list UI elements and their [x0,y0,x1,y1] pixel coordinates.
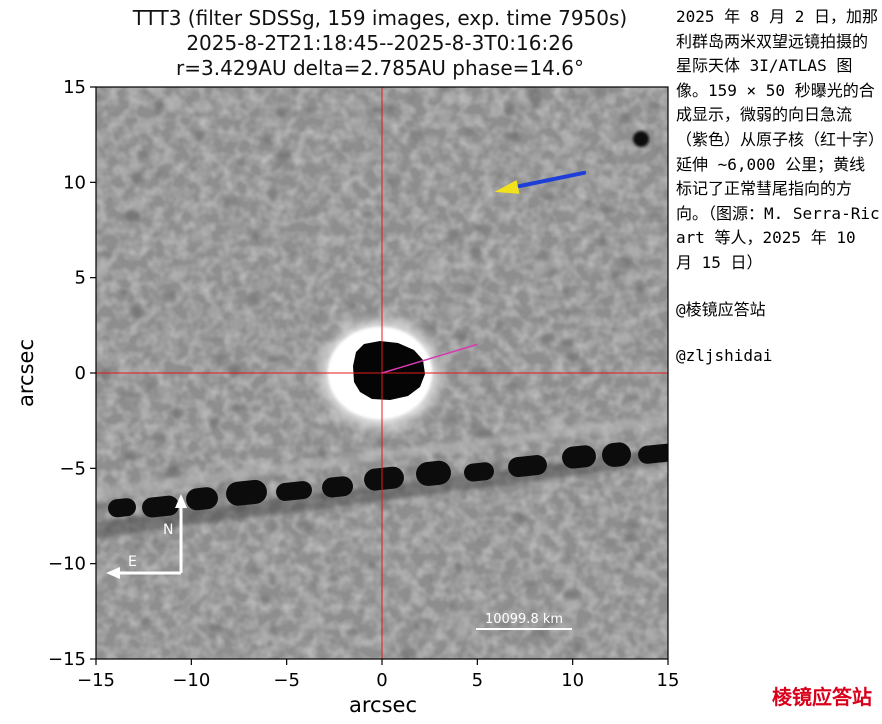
y-tick-label: −5 [59,458,86,479]
scale-bar: 10099.8 km [476,612,572,630]
x-tick-label: 10 [561,670,584,691]
x-tick-label: 15 [657,670,680,691]
scale-bar-label: 10099.8 km [485,612,563,627]
antisunward-jet-line [381,343,478,374]
east-label: E [128,554,137,570]
x-tick-label: −10 [172,670,210,691]
y-tick-label: 10 [63,172,86,193]
field-star [633,131,649,147]
star-trail [108,442,668,518]
y-tick-label: 0 [75,363,86,384]
x-tick-label: 5 [472,670,483,691]
caption-credit-1: @棱镜应答站 [676,299,766,319]
east-arrow-icon [106,567,120,579]
x-axis-label: arcsec [349,693,417,717]
blue-arrow-icon [517,170,587,189]
x-tick-label: 0 [376,670,387,691]
y-tick-label: −10 [48,554,86,575]
caption-credit-2: @zljshidai [676,346,773,366]
caption-description: 2025 年 8 月 2 日，加那利群岛两米双望远镜拍摄的星际天体 3I/ATL… [676,7,880,272]
y-axis-label: arcsec [14,339,38,407]
north-arrow-icon [175,494,187,508]
title-line-2: 2025-8-2T21:18:45--2025-8-3T0:16:26 [186,31,574,55]
title-line-3: r=3.429AU delta=2.785AU phase=14.6° [176,56,584,80]
watermark: 棱镜应答站 [772,685,872,709]
y-tick-label: −15 [48,649,86,670]
x-tick-label: −15 [77,670,115,691]
y-tick-label: 15 [63,77,86,98]
caption-panel: 2025 年 8 月 2 日，加那利群岛两米双望远镜拍摄的星际天体 3I/ATL… [676,5,880,369]
overlay-layer [96,87,668,659]
title-line-1: TTT3 (filter SDSSg, 159 images, exp. tim… [132,6,628,30]
yellow-arrowhead-icon [494,180,520,194]
x-tick-label: −5 [273,670,300,691]
compass: N E [106,494,187,579]
axes: −15 −10 −5 0 5 10 15 −15 −10 −5 0 5 10 15 [48,77,679,691]
north-label: N [163,522,173,538]
figure-title: TTT3 (filter SDSSg, 159 images, exp. tim… [80,6,680,81]
y-tick-label: 5 [75,268,86,289]
